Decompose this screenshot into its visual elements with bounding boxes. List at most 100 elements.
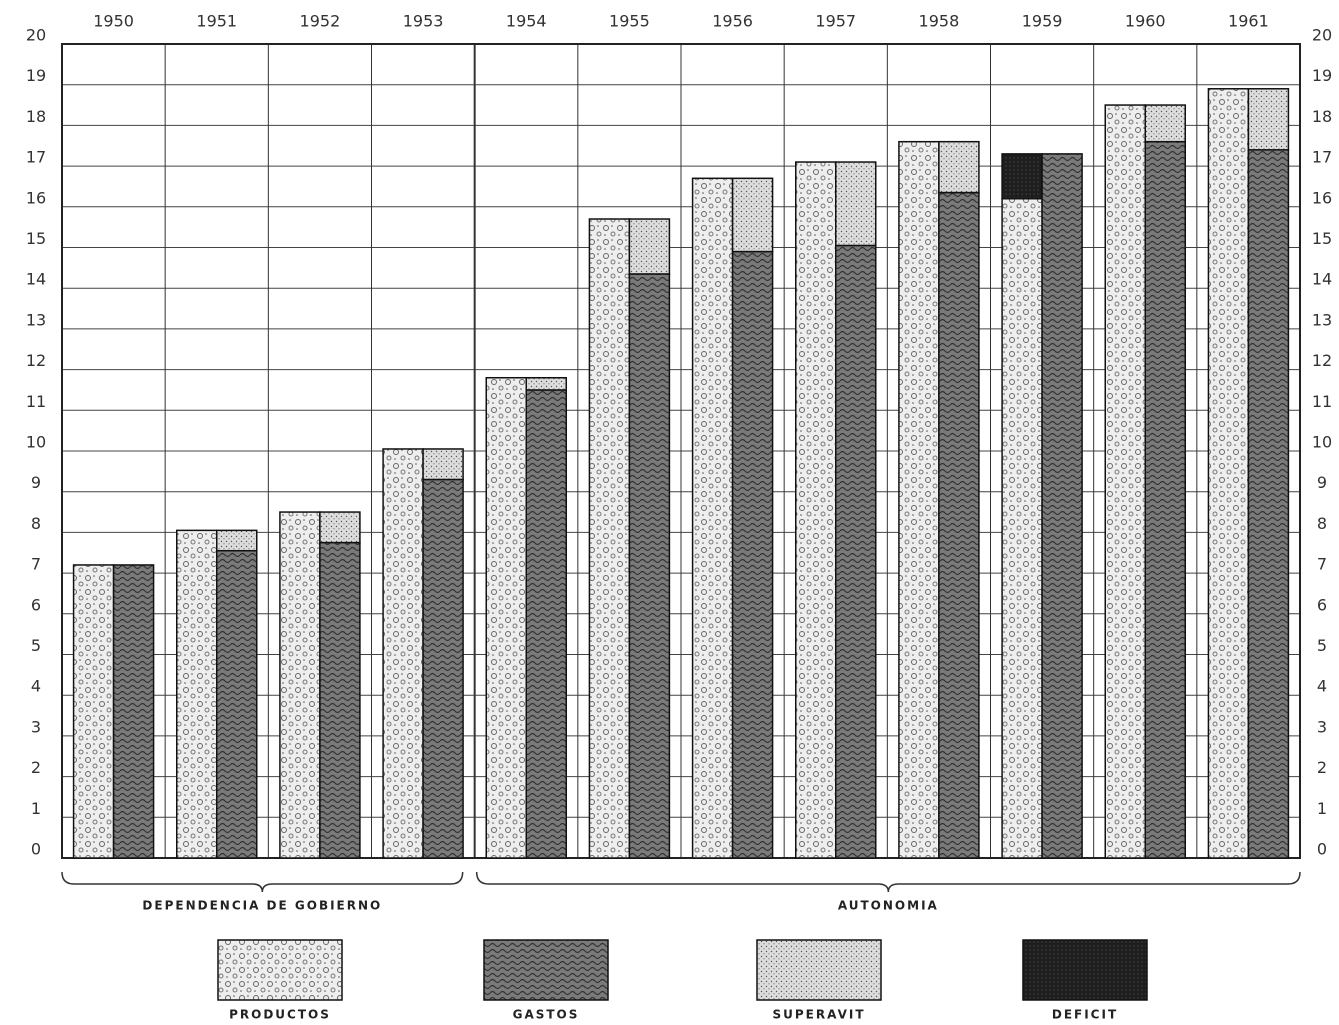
bar-segment xyxy=(216,529,258,552)
y-tick-label-right: 10 xyxy=(1312,433,1332,452)
y-tick-label: 12 xyxy=(26,351,46,370)
y-tick-label-right: 20 xyxy=(1312,26,1332,45)
y-tick-label-right: 15 xyxy=(1312,229,1332,248)
legend-label: PRODUCTOS xyxy=(229,1008,331,1022)
y-tick-label-right: 2 xyxy=(1317,758,1327,777)
bar-segment xyxy=(525,376,567,391)
x-tick-label: 1953 xyxy=(403,12,444,31)
y-tick-label: 3 xyxy=(31,717,41,736)
y-tick-label-right: 0 xyxy=(1317,840,1327,859)
y-tick-label: 18 xyxy=(26,107,46,126)
bar-segment xyxy=(112,564,155,859)
bar-segment xyxy=(1247,149,1290,859)
y-tick-label-right: 19 xyxy=(1312,66,1332,85)
legend-swatch xyxy=(483,939,609,1001)
y-tick-label: 15 xyxy=(26,229,46,248)
y-tick-label-right: 13 xyxy=(1312,310,1332,329)
y-tick-label: 4 xyxy=(31,677,41,696)
group-brace xyxy=(475,871,1301,893)
plot-frame xyxy=(61,43,1301,859)
y-tick-label-right: 18 xyxy=(1312,107,1332,126)
y-tick-label-right: 5 xyxy=(1317,636,1327,655)
x-tick-label: 1956 xyxy=(712,12,753,31)
bar-segment xyxy=(898,140,940,859)
y-tick-label-right: 11 xyxy=(1312,392,1332,411)
x-tick-label: 1958 xyxy=(919,12,960,31)
bar-segment xyxy=(1001,153,1043,200)
y-tick-label-right: 14 xyxy=(1312,270,1332,289)
bar-segment xyxy=(319,511,361,544)
bar-segment xyxy=(731,250,774,859)
bar-segment xyxy=(938,140,980,194)
x-tick-label: 1960 xyxy=(1125,12,1166,31)
y-tick-label-right: 3 xyxy=(1317,717,1327,736)
y-tick-label: 8 xyxy=(31,514,41,533)
y-tick-label-right: 7 xyxy=(1317,555,1327,574)
bar-segment xyxy=(1207,88,1250,859)
bar-segment xyxy=(319,541,361,859)
x-tick-label: 1954 xyxy=(506,12,547,31)
bar-segment xyxy=(279,511,321,859)
y-tick-label-right: 16 xyxy=(1312,188,1332,207)
bar-segment xyxy=(1001,197,1043,859)
y-tick-label: 9 xyxy=(31,473,41,492)
y-tick-label-right: 4 xyxy=(1317,677,1327,696)
x-tick-label: 1961 xyxy=(1228,12,1269,31)
legend-label: GASTOS xyxy=(513,1008,580,1022)
y-tick-label-right: 9 xyxy=(1317,473,1327,492)
bar-segment xyxy=(422,448,464,481)
y-tick-label-right: 17 xyxy=(1312,148,1332,167)
bar-segment xyxy=(628,218,671,275)
y-tick-label: 17 xyxy=(26,148,46,167)
group-label: AUTONOMIA xyxy=(838,899,939,913)
y-tick-label: 5 xyxy=(31,636,41,655)
x-tick-label: 1952 xyxy=(300,12,341,31)
y-tick-label: 14 xyxy=(26,270,46,289)
bar-segment xyxy=(382,448,424,859)
bar-segment xyxy=(1104,104,1146,859)
x-tick-label: 1951 xyxy=(196,12,237,31)
x-tick-label: 1955 xyxy=(609,12,650,31)
y-tick-label: 2 xyxy=(31,758,41,777)
y-tick-label: 20 xyxy=(26,26,46,45)
bar-segment xyxy=(72,564,115,859)
y-tick-label: 13 xyxy=(26,310,46,329)
bar-segment xyxy=(485,376,527,859)
y-tick-label: 10 xyxy=(26,433,46,452)
bar-segment xyxy=(1144,104,1186,143)
y-tick-label-right: 6 xyxy=(1317,595,1327,614)
group-brace xyxy=(61,871,464,893)
bar-segment xyxy=(795,161,837,859)
bar-segment xyxy=(731,177,774,253)
legend-swatch xyxy=(756,939,882,1001)
bar-segment xyxy=(422,478,464,859)
bar-segment xyxy=(176,529,218,859)
bar-segment xyxy=(1041,153,1083,859)
group-label: DEPENDENCIA DE GOBIERNO xyxy=(142,899,382,913)
legend-swatch xyxy=(1022,939,1148,1001)
bar-segment xyxy=(216,549,258,859)
bar-segment xyxy=(938,191,980,859)
y-tick-label-right: 1 xyxy=(1317,799,1327,818)
x-tick-label: 1957 xyxy=(815,12,856,31)
legend-swatch xyxy=(217,939,343,1001)
bar-segment xyxy=(835,244,877,859)
legend-label: DEFICIT xyxy=(1052,1008,1118,1022)
legend-label: SUPERAVIT xyxy=(772,1008,865,1022)
y-tick-label: 19 xyxy=(26,66,46,85)
y-tick-label: 6 xyxy=(31,595,41,614)
y-tick-label: 0 xyxy=(31,840,41,859)
y-tick-label-right: 8 xyxy=(1317,514,1327,533)
x-tick-label: 1950 xyxy=(93,12,134,31)
bar-segment xyxy=(1144,140,1186,859)
bar-segment xyxy=(628,273,671,859)
bar-segment xyxy=(835,161,877,247)
bar-segment xyxy=(588,218,631,859)
bar-segment xyxy=(525,389,567,859)
x-tick-label: 1959 xyxy=(1022,12,1063,31)
y-tick-label: 1 xyxy=(31,799,41,818)
y-tick-label: 11 xyxy=(26,392,46,411)
y-tick-label: 7 xyxy=(31,555,41,574)
bar-segment xyxy=(691,177,734,859)
